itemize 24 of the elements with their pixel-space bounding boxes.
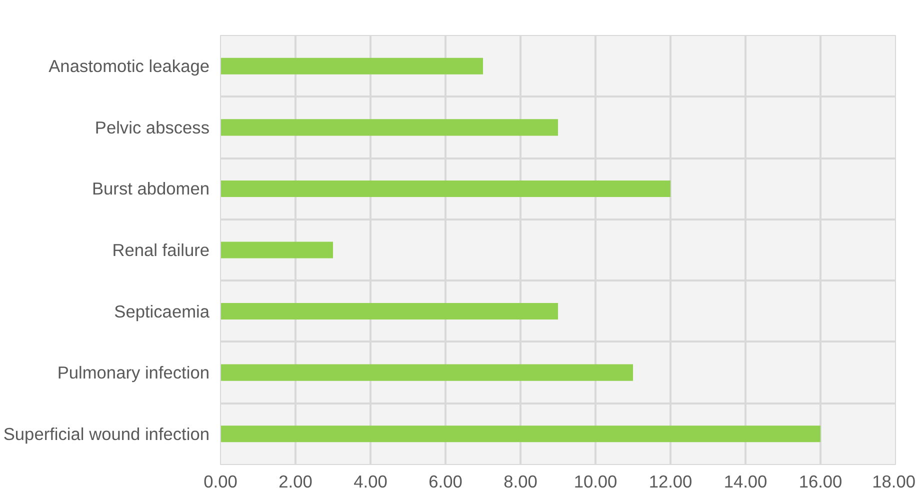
- x-tick-label: 0.00: [204, 472, 238, 492]
- x-tick-label: 12.00: [648, 472, 692, 492]
- y-tick-label: Burst abdomen: [92, 178, 210, 199]
- bar: [220, 58, 483, 74]
- x-tick-label: 8.00: [504, 472, 538, 492]
- bar: [220, 303, 558, 320]
- x-tick-label: 16.00: [798, 472, 842, 492]
- x-tick-label: 14.00: [724, 472, 768, 492]
- x-tick-label: 6.00: [428, 472, 462, 492]
- bar: [220, 426, 820, 442]
- x-tick-label: 10.00: [574, 472, 618, 492]
- x-tick-label: 18.00: [872, 472, 916, 492]
- y-tick-label: Pelvic abscess: [94, 117, 210, 138]
- bar: [220, 242, 333, 258]
- y-tick-label: Pulmonary infection: [57, 362, 210, 383]
- y-tick-label: Superficial wound infection: [3, 424, 210, 444]
- bar: [220, 180, 670, 197]
- y-tick-label: Renal failure: [112, 240, 210, 260]
- bar: [220, 119, 558, 136]
- y-tick-label: Septicaemia: [114, 301, 210, 322]
- y-tick-label: Anastomotic leakage: [48, 56, 210, 76]
- x-tick-label: 4.00: [354, 472, 388, 492]
- bar: [220, 364, 633, 381]
- x-tick-label: 2.00: [278, 472, 312, 492]
